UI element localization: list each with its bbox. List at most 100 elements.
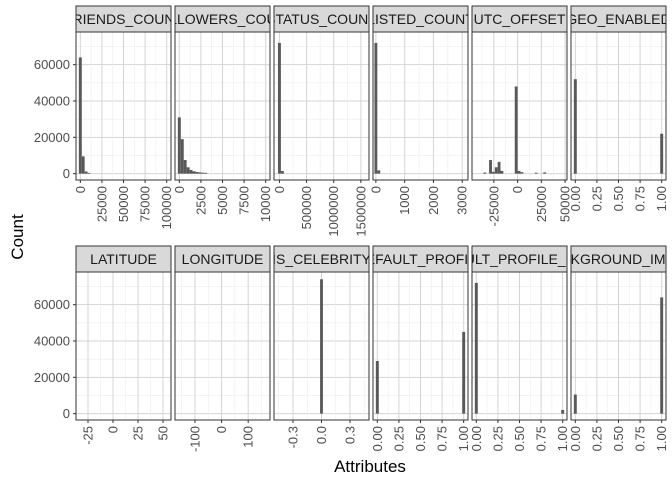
histogram-bar xyxy=(184,160,187,174)
x-axis-title: Attributes xyxy=(334,457,406,476)
x-tick-label: 1000000 xyxy=(326,186,341,237)
histogram-bar xyxy=(376,361,379,414)
histogram-bar xyxy=(520,172,523,173)
x-tick-label: 0.75 xyxy=(534,426,549,451)
x-tick-label: 0.75 xyxy=(435,426,450,451)
histogram-bar xyxy=(87,173,90,174)
facet-geo-enabled: GEO_ENABLED 0.00 0.25 0.50 0.75 1.00 xyxy=(565,6,671,211)
x-tick-label: -25 xyxy=(81,426,96,445)
histogram-bar xyxy=(181,139,184,174)
y-axis-title: Count xyxy=(8,214,27,260)
x-tick-label: 0.75 xyxy=(633,426,648,451)
x-tick-label: 7500 xyxy=(237,186,252,215)
panel-background xyxy=(175,272,270,420)
x-tick-label: 0.3 xyxy=(343,426,358,444)
panel-background xyxy=(472,32,567,180)
y-tick-label: 40000 xyxy=(34,94,70,109)
x-tick-label: 25000 xyxy=(534,186,549,222)
y-tick-label: 60000 xyxy=(34,297,70,312)
histogram-bar xyxy=(204,173,207,174)
panel-background xyxy=(373,32,468,180)
x-tick-label: 0 xyxy=(214,426,229,433)
x-tick-label: 2000 xyxy=(426,186,441,215)
x-tick-label: 500000 xyxy=(299,186,314,229)
x-tick-label: 100 xyxy=(241,426,256,448)
x-tick-label: 0 xyxy=(272,186,287,193)
x-tick-label: 5000 xyxy=(215,186,230,215)
histogram-bar xyxy=(462,332,465,414)
facet-strip-label: FRIENDS_COUNT xyxy=(64,11,183,27)
histogram-bar xyxy=(281,171,284,174)
x-tick-label: 0.0 xyxy=(314,426,329,444)
histogram-bar xyxy=(515,86,518,173)
facet-strip-label: GEO_ENABLED xyxy=(566,11,670,27)
bars xyxy=(320,279,323,413)
x-tick-label: 0.25 xyxy=(589,186,604,211)
facet-latitude: LATITUDE-25 0 25 50 xyxy=(76,246,172,445)
y-tick-label: 20000 xyxy=(34,370,70,385)
facet-friends-count: FRIENDS_COUNT 0 25000 50000 75000 100000 xyxy=(64,6,183,229)
x-tick-label: 0.00 xyxy=(370,426,385,451)
histogram-bar xyxy=(495,167,498,173)
histogram-bar xyxy=(492,172,495,174)
histogram-bar xyxy=(535,173,538,174)
histogram-bar xyxy=(561,410,564,414)
histogram-bar xyxy=(543,172,546,173)
histogram-bar xyxy=(475,283,478,414)
histogram-bar xyxy=(320,279,323,413)
histogram-bar xyxy=(187,167,190,173)
facet-default-profile: DEFAULT_PROFILE 0.00 0.25 0.50 0.75 1.00 xyxy=(356,246,486,451)
facet-strip-label: LONGITUDE xyxy=(182,251,264,267)
histogram-bar xyxy=(483,173,486,174)
y-axis-row-2: 0 20000 40000 60000 xyxy=(34,297,76,421)
x-tick-label: 50 xyxy=(156,426,171,440)
histogram-bar xyxy=(501,171,504,174)
y-tick-label: 60000 xyxy=(34,57,70,72)
histogram-bar xyxy=(82,156,85,173)
y-tick-label: 20000 xyxy=(34,130,70,145)
x-tick-label: 0.25 xyxy=(391,426,406,451)
x-tick-label: 0.00 xyxy=(469,426,484,451)
y-tick-label: 40000 xyxy=(34,334,70,349)
x-tick-label: 0.75 xyxy=(633,186,648,211)
x-tick-label: 0.25 xyxy=(589,426,604,451)
histogram-bar xyxy=(198,172,201,173)
histogram-bar xyxy=(178,117,181,173)
histogram-bar xyxy=(195,172,198,174)
facet-longitude: LONGITUDE -100 0 100 xyxy=(175,246,270,452)
x-tick-label: 3000 xyxy=(455,186,470,215)
facet-listed-count: LISTED_COUNT 0 1000 2000 3000 xyxy=(361,6,474,215)
x-tick-label: 0 xyxy=(73,186,88,193)
facet-utc-offset: UTC_OFFSET -25000 0 25000 50000 xyxy=(472,6,573,226)
x-tick-label: 0.00 xyxy=(568,186,583,211)
y-tick-label: 0 xyxy=(63,406,70,421)
histogram-bar xyxy=(498,162,501,174)
histogram-bar xyxy=(489,160,492,174)
x-tick-label: 25 xyxy=(131,426,146,440)
y-tick-label: 0 xyxy=(63,166,70,181)
facet-strip-label: IS_CELEBRITY xyxy=(272,251,371,267)
x-tick-label: 0.00 xyxy=(568,426,583,451)
histogram-bar xyxy=(574,395,577,414)
histogram-bar xyxy=(518,171,521,174)
x-tick-label: 0.50 xyxy=(611,186,626,211)
histogram-bar xyxy=(85,171,88,173)
histogram-bar xyxy=(374,43,377,174)
x-tick-label: 2500 xyxy=(193,186,208,215)
x-tick-label: 75000 xyxy=(138,186,153,222)
x-tick-label: 10000 xyxy=(258,186,273,222)
histogram-bar xyxy=(278,43,281,174)
y-axis-row-1: 0 20000 40000 60000 xyxy=(34,57,76,181)
x-tick-label: 0 xyxy=(172,186,187,193)
x-tick-label: 0 xyxy=(106,426,121,433)
panel-background xyxy=(76,272,171,420)
panel-background xyxy=(274,32,369,180)
histogram-bar xyxy=(190,170,193,174)
x-tick-label: 0.50 xyxy=(611,426,626,451)
facet-status-count: STATUS_COUNT 0 500000 1000000 1500000 xyxy=(266,6,377,237)
x-tick-label: -0.3 xyxy=(286,426,301,448)
histogram-bar xyxy=(660,134,663,174)
x-tick-label: -100 xyxy=(187,426,202,452)
